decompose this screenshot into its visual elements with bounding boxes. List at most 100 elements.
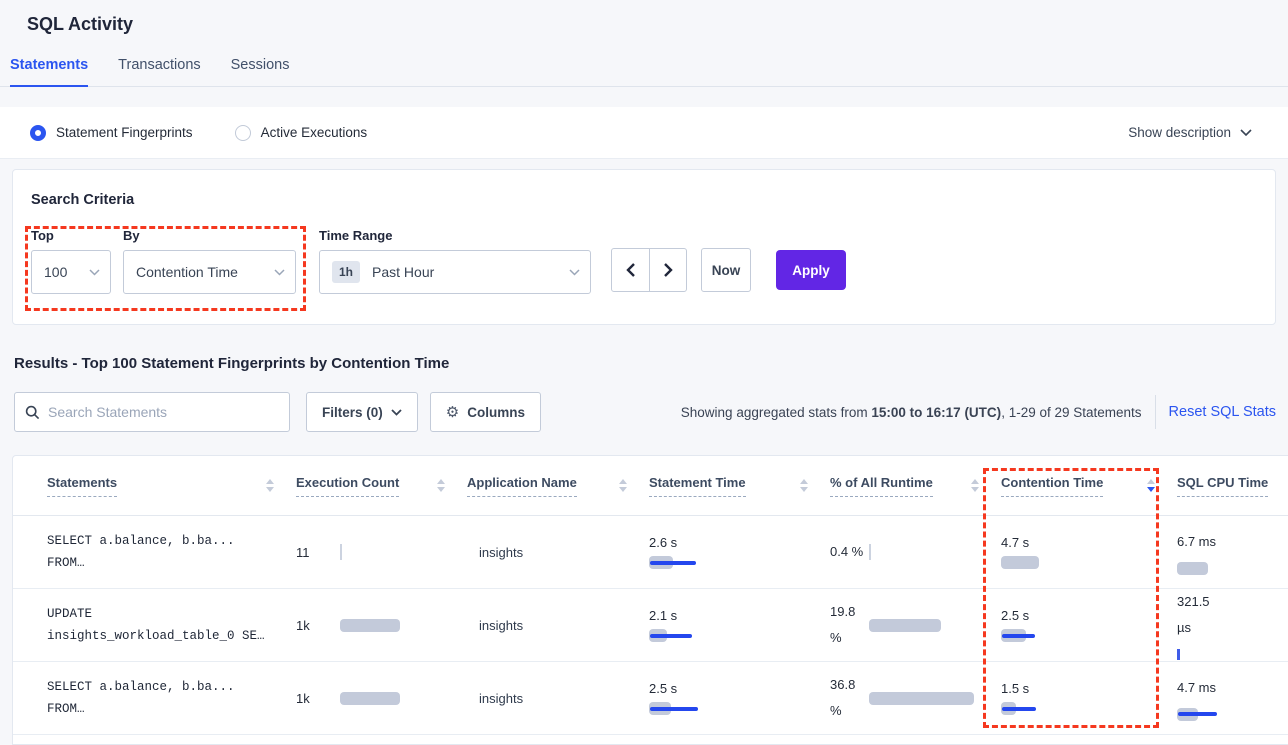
- column-header-statement-time[interactable]: Statement Time: [637, 456, 818, 515]
- column-header-execution-count[interactable]: Execution Count: [284, 456, 455, 515]
- radio-unselected-icon[interactable]: [234, 124, 251, 141]
- table-row[interactable]: UPDATE insights_workload_table_0 SE… 1k ins…: [13, 589, 1288, 662]
- next-time-button[interactable]: [649, 249, 686, 291]
- sort-icon[interactable]: [613, 479, 627, 492]
- time-range-label: Time Range: [319, 228, 393, 243]
- chevron-down-icon: [274, 268, 285, 276]
- statement-search-box[interactable]: [14, 392, 290, 432]
- time-range-nav: [611, 248, 687, 292]
- by-select[interactable]: Contention Time: [123, 250, 296, 294]
- page-title: SQL Activity: [27, 14, 134, 34]
- time-range-field: Time Range 1h Past Hour: [319, 228, 591, 294]
- statement-cell: SELECT a.balance, b.ba... FROM…: [13, 662, 284, 734]
- column-label: Execution Count: [296, 475, 400, 497]
- previous-time-button[interactable]: [612, 249, 649, 291]
- chevron-down-icon: [1240, 129, 1252, 136]
- statement-link[interactable]: FROM…: [47, 556, 85, 570]
- bar-blue-line: [1002, 706, 1036, 711]
- statement-cell: UPDATE insights_workload_table_0 SE…: [13, 589, 284, 661]
- by-label: By: [123, 228, 140, 243]
- value-bar: [869, 691, 974, 705]
- runtime-pct-cell-value: 0.4 %: [830, 544, 864, 559]
- contention-time-cell-value: 4.7 s: [1001, 534, 1030, 550]
- filters-button[interactable]: Filters (0): [306, 392, 418, 432]
- table-row[interactable]: SELECT a.balance, b.ba... FROM… 1k insights…: [13, 662, 1288, 735]
- value-bar: [340, 544, 342, 560]
- runtime-pct-cell: 19.8 %: [818, 589, 989, 661]
- tab-bar: Statements Transactions Sessions: [0, 57, 1288, 87]
- top-label: Top: [31, 228, 54, 243]
- statement-link[interactable]: FROM…: [47, 702, 85, 716]
- statement-link[interactable]: SELECT a.balance, b.ba...: [47, 680, 235, 694]
- runtime-pct-cell: 0.4 %: [818, 516, 989, 588]
- application-name-cell: insights: [479, 544, 524, 560]
- search-criteria-card: Search Criteria Top 100 By Contention Ti…: [12, 169, 1276, 325]
- sort-icon[interactable]: [260, 479, 274, 492]
- page-header: SQL Activity: [0, 0, 1288, 35]
- bar-blue-line: [1002, 633, 1035, 638]
- results-heading: Results - Top 100 Statement Fingerprints…: [14, 355, 450, 372]
- filters-label: Filters (0): [322, 404, 383, 420]
- column-label: Statement Time: [649, 475, 746, 497]
- bar-blue-line: [650, 560, 696, 565]
- radio-statement-fingerprints[interactable]: Statement Fingerprints: [30, 124, 193, 141]
- tab-sessions[interactable]: Sessions: [230, 57, 290, 73]
- contention-time-cell: 1.5 s: [989, 662, 1165, 734]
- column-header-application-name[interactable]: Application Name: [455, 456, 637, 515]
- by-select-value: Contention Time: [136, 264, 238, 280]
- execution-count-cell: 11: [284, 516, 455, 588]
- view-mode-band: Statement Fingerprints Active Executions…: [0, 107, 1288, 159]
- runtime-pct-cell: 36.8 %: [818, 662, 989, 734]
- now-button[interactable]: Now: [701, 248, 751, 292]
- show-description-toggle[interactable]: Show description: [1128, 125, 1252, 140]
- column-label: Contention Time: [1001, 475, 1104, 497]
- execution-count-cell-value: 11: [296, 544, 310, 560]
- value-bar: [1001, 556, 1039, 570]
- column-header-of-all-runtime[interactable]: % of All Runtime: [818, 456, 989, 515]
- apply-button[interactable]: Apply: [776, 250, 846, 290]
- reset-sql-stats-link[interactable]: Reset SQL Stats: [1168, 404, 1276, 420]
- top-select-value: 100: [44, 264, 68, 280]
- column-label: Application Name: [467, 475, 577, 497]
- bar-blue-line: [650, 633, 692, 638]
- radio-selected-icon[interactable]: [30, 124, 46, 141]
- column-label: % of All Runtime: [830, 475, 933, 497]
- table-header-row: Statements Execution Count Application Nam…: [13, 456, 1288, 516]
- sql-cpu-time-cell: 6.7 ms: [1165, 516, 1288, 588]
- statement-time-cell: 2.5 s: [637, 662, 818, 734]
- chevron-down-icon: [569, 268, 580, 276]
- radio-active-executions[interactable]: Active Executions: [234, 124, 367, 141]
- top-select[interactable]: 100: [31, 250, 111, 294]
- runtime-pct-cell-value: 36.8 %: [830, 677, 856, 718]
- statement-time-cell-value: 2.1 s: [649, 607, 678, 623]
- bar-gray: [869, 618, 941, 632]
- columns-button[interactable]: ⚙ Columns: [429, 392, 541, 432]
- results-toolbar: Filters (0) ⚙ Columns Showing aggregated…: [14, 392, 1276, 432]
- tab-transactions[interactable]: Transactions: [118, 57, 201, 73]
- statement-time-cell-value: 2.5 s: [649, 680, 678, 696]
- value-bar: [1001, 702, 1036, 716]
- tab-statements[interactable]: Statements: [10, 57, 89, 87]
- sort-icon[interactable]: [794, 479, 808, 492]
- column-header-contention-time[interactable]: Contention Time: [989, 456, 1165, 515]
- bar-gray: [1177, 561, 1208, 575]
- sort-icon[interactable]: [965, 479, 979, 492]
- execution-count-cell: 1k: [284, 589, 455, 661]
- statement-link[interactable]: insights_workload_table_0 SE…: [47, 629, 265, 643]
- sort-icon[interactable]: [1141, 479, 1155, 492]
- aggregated-stats-text: Showing aggregated stats from 15:00 to 1…: [680, 404, 1142, 420]
- table-row[interactable]: SELECT a.balance, b.ba... FROM… 11 insights…: [13, 516, 1288, 589]
- value-bar: [1177, 561, 1208, 575]
- search-input[interactable]: [48, 404, 279, 420]
- sort-icon[interactable]: [431, 479, 445, 492]
- column-header-sql-cpu-time[interactable]: SQL CPU Time: [1165, 456, 1288, 515]
- table-body: SELECT a.balance, b.ba... FROM… 11 insights…: [13, 516, 1288, 735]
- radio-label: Statement Fingerprints: [56, 125, 193, 140]
- contention-time-cell-value: 2.5 s: [1001, 607, 1030, 623]
- time-range-select[interactable]: 1h Past Hour: [319, 250, 591, 294]
- tick-mark-blue: [1177, 648, 1180, 660]
- column-header-statements[interactable]: Statements: [13, 456, 284, 515]
- statement-link[interactable]: SELECT a.balance, b.ba...: [47, 534, 235, 548]
- statement-link[interactable]: UPDATE: [47, 607, 93, 621]
- value-bar: [1177, 647, 1180, 661]
